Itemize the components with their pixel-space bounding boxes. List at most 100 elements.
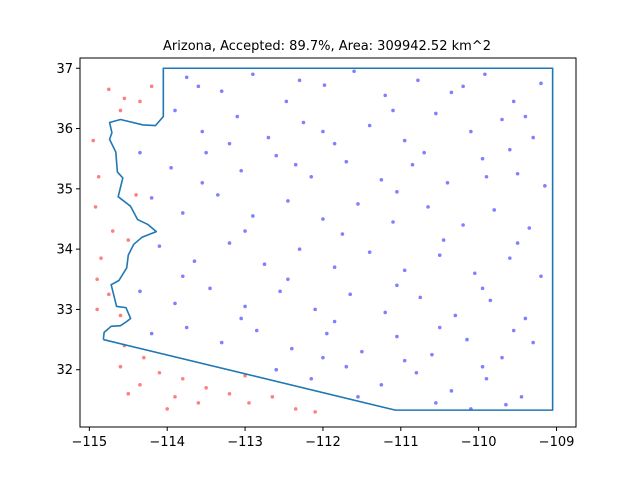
- accepted-point: [293, 162, 298, 167]
- accepted-point: [379, 382, 384, 387]
- rejected-point: [204, 386, 208, 390]
- rejected-point: [91, 138, 96, 143]
- accepted-point: [356, 395, 360, 399]
- accepted-point: [322, 83, 327, 87]
- accepted-point: [511, 99, 516, 104]
- accepted-point: [531, 340, 535, 345]
- accepted-point: [531, 135, 535, 140]
- accepted-point: [367, 123, 372, 128]
- rejected-point: [118, 313, 123, 318]
- y-axis: 32 33 34 35 36 37: [56, 62, 80, 378]
- accepted-point: [422, 150, 426, 155]
- rejected-point: [95, 307, 99, 312]
- accepted-point: [445, 181, 450, 185]
- accepted-point: [395, 190, 399, 194]
- accepted-point: [321, 129, 325, 134]
- accepted-point: [484, 174, 489, 179]
- rejected-point: [126, 238, 131, 242]
- accepted-point: [515, 171, 520, 176]
- accepted-point: [391, 220, 395, 224]
- accepted-point: [301, 120, 306, 125]
- accepted-point: [254, 328, 259, 333]
- rejected-point: [93, 205, 98, 209]
- accepted-point: [286, 199, 290, 203]
- accepted-point: [274, 367, 279, 372]
- accepted-point: [434, 401, 438, 405]
- x-tick-label: −113: [227, 435, 263, 450]
- accepted-point: [243, 304, 247, 309]
- accepted-point: [278, 289, 282, 294]
- accepted-point: [149, 196, 154, 200]
- accepted-point: [441, 238, 446, 242]
- accepted-point: [465, 337, 469, 342]
- x-tick-label: −110: [461, 435, 497, 450]
- rejected-point: [107, 292, 111, 297]
- y-tick-label: 34: [56, 243, 73, 258]
- accepted-point: [180, 211, 185, 215]
- accepted-point: [508, 256, 512, 260]
- accepted-point: [539, 81, 543, 86]
- accepted-point: [157, 244, 162, 248]
- points-layer: [91, 69, 547, 414]
- accepted-point: [402, 358, 407, 363]
- accepted-point: [219, 340, 224, 345]
- rejected-point: [149, 84, 154, 89]
- accepted-point: [461, 84, 465, 89]
- rejected-point: [180, 376, 185, 381]
- accepted-point: [227, 241, 232, 245]
- accepted-point: [196, 84, 201, 89]
- accepted-point: [138, 150, 142, 155]
- accepted-point: [309, 174, 314, 179]
- accepted-point: [332, 141, 337, 146]
- rejected-point: [107, 87, 111, 92]
- x-tick-label: −112: [305, 435, 341, 450]
- accepted-point: [200, 129, 205, 134]
- accepted-point: [239, 316, 243, 321]
- accepted-point: [169, 165, 173, 170]
- accepted-point: [251, 72, 255, 77]
- accepted-point: [426, 205, 430, 209]
- accepted-point: [500, 117, 504, 122]
- accepted-point: [208, 286, 212, 291]
- accepted-point: [313, 307, 317, 312]
- accepted-point: [449, 90, 454, 95]
- accepted-point: [449, 389, 454, 393]
- accepted-point: [434, 111, 438, 116]
- accepted-point: [492, 208, 497, 212]
- accepted-point: [138, 289, 142, 294]
- state-boundary-line: [102, 67, 554, 411]
- rejected-point: [313, 410, 317, 414]
- accepted-point: [321, 355, 325, 360]
- accepted-point: [184, 75, 189, 80]
- accepted-point: [383, 310, 388, 315]
- rejected-point: [173, 395, 177, 399]
- accepted-point: [410, 162, 415, 167]
- accepted-point: [461, 223, 465, 227]
- accepted-point: [360, 349, 364, 354]
- y-tick-label: 35: [56, 182, 73, 197]
- accepted-point: [344, 364, 349, 369]
- rejected-point: [110, 229, 115, 233]
- accepted-point: [395, 334, 399, 339]
- accepted-point: [416, 78, 420, 83]
- accepted-point: [173, 301, 177, 306]
- rejected-point: [270, 395, 275, 399]
- accepted-point: [367, 250, 372, 254]
- boundary-layer: [102, 67, 554, 411]
- accepted-point: [173, 108, 177, 113]
- accepted-point: [483, 72, 487, 77]
- accepted-point: [484, 376, 489, 381]
- accepted-point: [180, 274, 185, 279]
- accepted-point: [543, 184, 547, 188]
- accepted-point: [523, 316, 528, 321]
- accepted-point: [192, 259, 197, 263]
- rejected-point: [126, 392, 131, 396]
- rejected-point: [134, 193, 138, 197]
- accepted-point: [391, 108, 395, 113]
- accepted-point: [511, 328, 516, 333]
- rejected-point: [118, 364, 123, 369]
- rejected-point: [196, 401, 201, 405]
- accepted-point: [266, 135, 271, 140]
- accepted-point: [243, 229, 247, 233]
